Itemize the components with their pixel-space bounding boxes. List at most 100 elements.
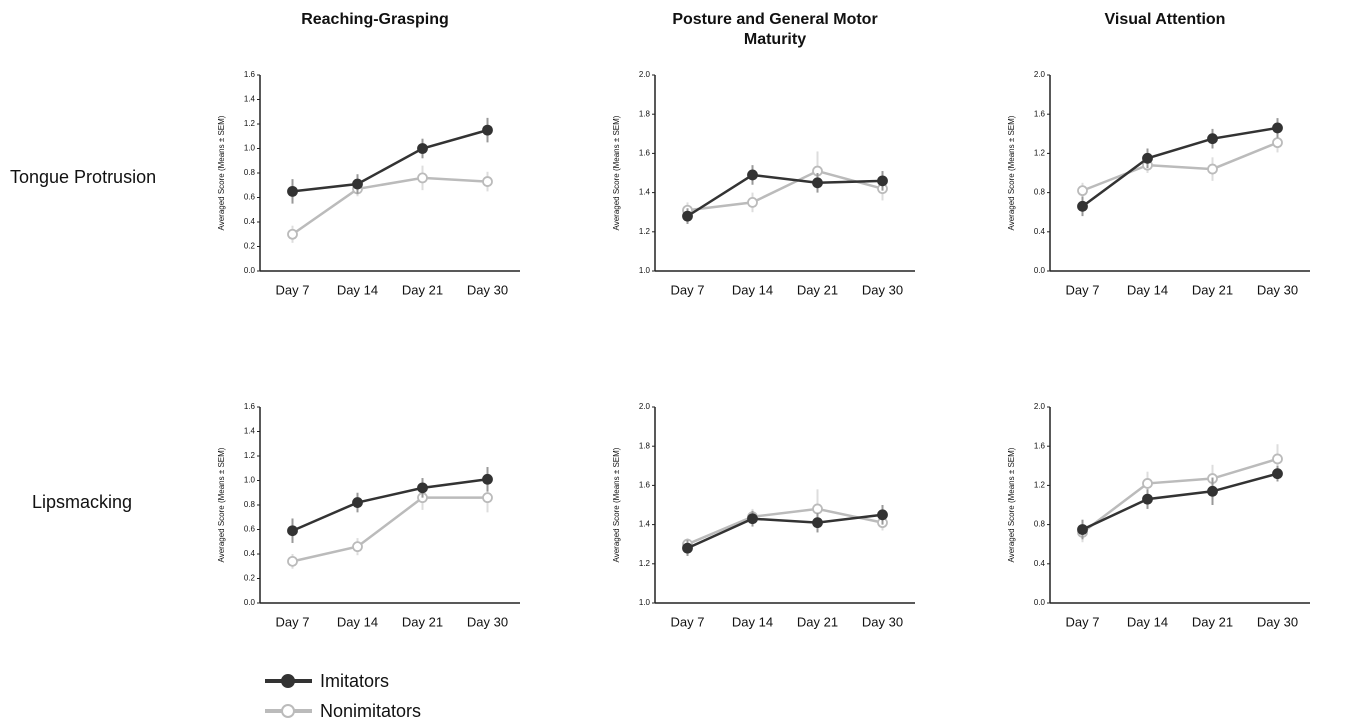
point [287,555,298,567]
point [877,509,888,521]
point [1272,122,1283,134]
x-tick-label: Day 30 [862,614,903,629]
y-tick-label: 0.8 [1034,188,1046,197]
point [812,503,823,515]
y-tick-label: 2.0 [1034,402,1046,411]
x-tick-label: Day 21 [402,282,443,297]
y-tick-label: 0.8 [1034,520,1046,529]
x-tick-label: Day 30 [862,282,903,297]
point [417,482,428,494]
y-tick-label: 0.6 [244,193,256,202]
y-tick-label: 1.4 [639,520,651,529]
y-tick-label: 1.0 [244,144,256,153]
y-tick-label: 0.4 [244,549,256,558]
y-axis-label: Averaged Score (Means ± SEM) [217,115,226,230]
x-tick-label: Day 30 [467,614,508,629]
x-tick-label: Day 21 [797,282,838,297]
point [417,143,428,154]
column-title: Posture and General Motor Maturity [672,11,878,48]
series-line [292,128,488,193]
y-axis-label: Averaged Score (Means ± SEM) [1007,447,1016,562]
y-axis-label: Averaged Score (Means ± SEM) [217,447,226,562]
x-tick-label: Day 21 [1192,614,1233,629]
legend-marker [281,704,295,718]
y-tick-label: 1.8 [639,441,651,450]
series-line [1081,457,1278,534]
point [287,525,298,537]
x-tick-label: Day 7 [276,282,310,297]
y-tick-label: 0.4 [1034,227,1046,236]
point [1272,137,1283,149]
y-tick-label: 1.2 [244,119,256,128]
point [1207,133,1218,145]
series-line [1081,472,1278,531]
series-line [1082,141,1278,192]
y-tick-label: 1.6 [1034,109,1046,118]
point [1142,478,1153,489]
y-tick-label: 0.0 [244,598,256,607]
y-tick-label: 1.4 [639,188,651,197]
series-line [292,478,488,532]
y-tick-label: 1.2 [1034,481,1046,490]
point [1272,468,1283,480]
point [747,196,758,208]
x-tick-label: Day 30 [1257,614,1298,629]
point [417,172,428,184]
y-tick-label: 1.6 [1034,441,1046,450]
series-line [1081,126,1278,208]
x-tick-label: Day 14 [732,282,773,297]
series-line [292,496,488,563]
y-tick-label: 0.0 [244,266,256,275]
x-tick-label: Day 14 [337,614,378,629]
column-title: Reaching-Grasping [301,11,449,28]
y-tick-label: 1.0 [639,598,651,607]
point [482,124,493,136]
x-tick-label: Day 30 [467,282,508,297]
y-tick-label: 1.6 [639,149,651,158]
point [1077,200,1088,212]
point [682,210,693,222]
x-tick-label: Day 7 [1066,614,1100,629]
y-tick-label: 1.2 [639,227,651,236]
point [1207,163,1218,175]
y-tick-label: 1.0 [639,266,651,275]
point [877,175,888,187]
y-tick-label: 0.0 [1034,598,1046,607]
point [747,513,758,525]
series-line [291,176,488,236]
legend-label: Nonimitators [320,701,421,721]
point [747,169,758,181]
legend-label: Imitators [320,671,389,691]
x-tick-label: Day 7 [671,282,705,297]
row-label: Tongue Protrusion [10,167,157,187]
series-line [687,169,883,212]
y-tick-label: 0.8 [244,168,256,177]
y-tick-label: 1.6 [244,70,256,79]
y-tick-label: 0.8 [244,500,256,509]
x-tick-label: Day 21 [402,614,443,629]
point [812,517,823,529]
column-title: Visual Attention [1104,11,1226,28]
point [1207,485,1218,497]
point [482,473,493,485]
x-tick-label: Day 14 [732,614,773,629]
y-axis-label: Averaged Score (Means ± SEM) [612,447,621,562]
y-tick-label: 1.8 [639,109,651,118]
point [682,542,693,554]
y-tick-label: 1.4 [244,427,256,436]
y-axis-label: Averaged Score (Means ± SEM) [612,115,621,230]
y-tick-label: 1.6 [639,481,651,490]
point [287,185,298,197]
y-tick-label: 1.6 [244,402,256,411]
y-axis-label: Averaged Score (Means ± SEM) [1007,115,1016,230]
y-tick-label: 1.2 [244,451,256,460]
point [812,177,823,189]
y-tick-label: 0.2 [244,242,256,251]
y-tick-label: 2.0 [639,70,651,79]
y-tick-label: 1.0 [244,476,256,485]
point [1077,185,1088,197]
y-tick-label: 1.2 [639,559,651,568]
y-tick-label: 0.4 [1034,559,1046,568]
